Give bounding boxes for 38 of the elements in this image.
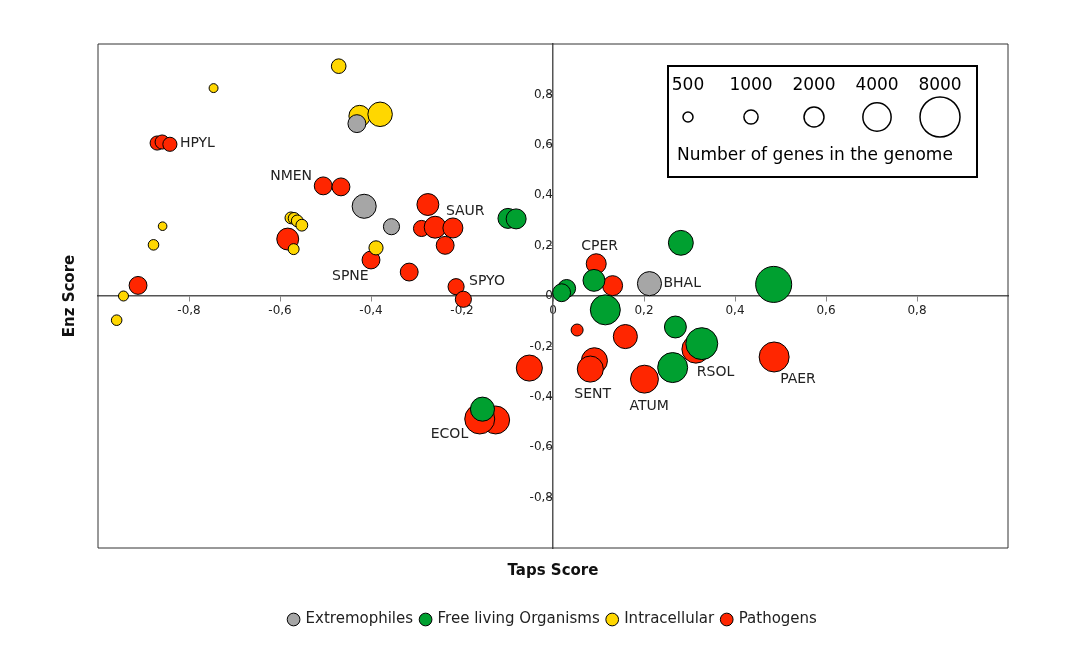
y-tick-label: -0,6	[529, 439, 553, 454]
legend-label: 4000	[855, 74, 899, 95]
annotation: ATUM	[629, 396, 669, 413]
annotation: NMEN	[270, 166, 313, 183]
x-axis-title: Taps Score	[507, 561, 599, 580]
x-tick-label: 0,8	[907, 303, 927, 318]
x-tick-label: 0,6	[816, 303, 836, 318]
legend-label: 500	[671, 74, 705, 95]
x-tick-label: -0,8	[177, 303, 201, 318]
y-tick-label: 0,6	[533, 136, 553, 151]
legend-label: 2000	[792, 74, 836, 95]
annotation: ECOL	[430, 424, 469, 441]
x-tick-label: -0,2	[450, 303, 474, 318]
legend-label: 1000	[729, 74, 773, 95]
annotation: SENT	[574, 384, 612, 401]
y-tick-label: -0,8	[529, 489, 553, 504]
annotation: PAER	[780, 369, 817, 386]
legend-label: Pathogens	[738, 609, 818, 628]
annotation: CPER	[581, 237, 619, 254]
annotation: SPNE	[332, 266, 369, 283]
y-axis-title: Enz Score	[59, 254, 78, 338]
y-tick-label: 0,8	[533, 86, 553, 101]
legend-label: Intracellular	[624, 609, 716, 628]
y-tick-label: -0,2	[529, 338, 553, 353]
legend-label: 8000	[918, 74, 962, 95]
annotation: HPYL	[179, 133, 216, 150]
x-tick-label: -0,6	[268, 303, 292, 318]
annotation: SPYO	[469, 272, 505, 289]
x-tick-label: -0,4	[359, 303, 383, 318]
y-tick-label: 0,2	[533, 237, 553, 252]
annotation: Number of genes in the genome	[677, 144, 953, 165]
x-tick-label: 0,2	[634, 303, 654, 318]
x-tick-label: 0,4	[725, 303, 745, 318]
annotation: RSOL	[696, 362, 735, 379]
annotation: BHAL	[663, 274, 702, 291]
legend-label: Extremophiles	[305, 609, 414, 628]
annotation: SAUR	[445, 202, 485, 219]
legend-label: Free living Organisms	[437, 609, 600, 628]
